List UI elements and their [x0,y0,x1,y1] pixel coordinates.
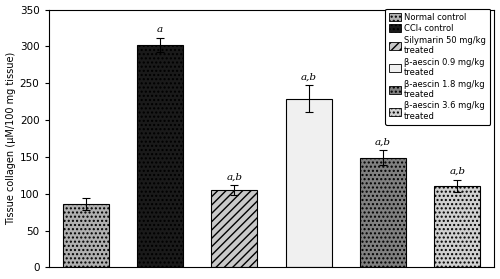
Text: a: a [157,25,163,34]
Bar [62,204,108,268]
Bar [360,158,406,268]
Text: a,b: a,b [450,167,466,176]
Text: a,b: a,b [375,138,391,146]
Text: a,b: a,b [226,172,242,181]
Y-axis label: Tissue collagen (μM/100 mg tissue): Tissue collagen (μM/100 mg tissue) [6,52,16,225]
Bar [434,186,480,268]
Text: a,b: a,b [300,73,316,82]
Bar [212,190,258,268]
Bar [286,99,332,268]
Legend: Normal control, CCl₄ control, Silymarin 50 mg/kg
treated, β-aescin 0.9 mg/kg
tre: Normal control, CCl₄ control, Silymarin … [385,9,490,125]
Bar [137,45,183,268]
